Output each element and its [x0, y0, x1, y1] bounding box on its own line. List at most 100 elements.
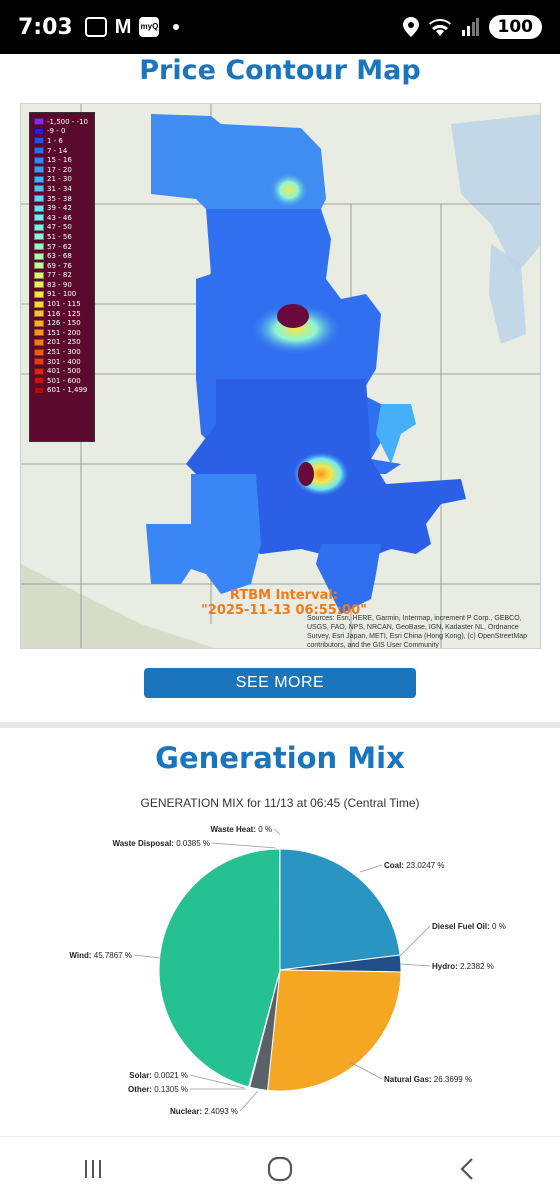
- legend-label: 21 - 30: [47, 175, 72, 184]
- back-button[interactable]: [437, 1149, 497, 1189]
- legend-label: 301 - 400: [47, 357, 81, 366]
- pie-leader-line: [133, 954, 161, 959]
- legend-row: 251 - 300: [34, 347, 90, 357]
- notification-icons: M myQ: [84, 15, 180, 39]
- legend-swatch: [34, 223, 44, 231]
- legend-swatch: [34, 243, 44, 251]
- legend-label: 401 - 500: [47, 367, 81, 376]
- home-icon: [267, 1156, 293, 1181]
- status-time: 7:03: [18, 14, 73, 40]
- legend-swatch: [34, 358, 44, 366]
- legend-label: 126 - 150: [47, 319, 81, 328]
- generation-mix-pie-chart[interactable]: Waste Heat: 0 % Coal: 23.0247 % Diesel Fue…: [0, 812, 560, 1130]
- pie-leader-line: [239, 1090, 259, 1112]
- pie-label-wind: Wind: 45.7867 %: [69, 951, 132, 960]
- pie-label-waste-disposal: Waste Disposal: 0.0385 %: [112, 839, 210, 848]
- pie-leader-line: [211, 842, 277, 849]
- legend-row: 201 - 250: [34, 338, 90, 348]
- legend-label: 501 - 600: [47, 376, 81, 385]
- legend-row: 126 - 150: [34, 318, 90, 328]
- legend-row: 43 - 46: [34, 213, 90, 223]
- legend-label: 51 - 56: [47, 232, 72, 241]
- pie-label-natural-gas: Natural Gas: 26.3699 %: [384, 1075, 472, 1084]
- legend-label: 63 - 68: [47, 252, 72, 261]
- legend-swatch: [34, 175, 44, 183]
- legend-swatch: [34, 233, 44, 241]
- location-icon: [402, 17, 419, 37]
- legend-label: -9 - 0: [47, 127, 66, 136]
- pie-slice-coal[interactable]: [279, 848, 401, 971]
- legend-label: 17 - 20: [47, 165, 72, 174]
- legend-row: 301 - 400: [34, 357, 90, 367]
- legend-row: 116 - 125: [34, 309, 90, 319]
- pie-leader-line: [399, 963, 431, 967]
- home-button[interactable]: [250, 1149, 310, 1189]
- back-icon: [460, 1157, 473, 1180]
- see-more-button[interactable]: SEE MORE: [144, 668, 416, 698]
- legend-label: 43 - 46: [47, 213, 72, 222]
- price-map-title: Price Contour Map: [139, 55, 421, 86]
- legend-swatch: [34, 195, 44, 203]
- legend-swatch: [34, 367, 44, 375]
- gmail-icon: M: [114, 15, 132, 38]
- legend-row: 51 - 56: [34, 232, 90, 242]
- legend-swatch: [34, 214, 44, 222]
- pie-slice-wind[interactable]: [158, 848, 281, 1088]
- legend-row: 21 - 30: [34, 175, 90, 185]
- legend-swatch: [34, 329, 44, 337]
- legend-label: 151 - 200: [47, 328, 81, 337]
- legend-row: 17 - 20: [34, 165, 90, 175]
- legend-row: 47 - 50: [34, 223, 90, 233]
- legend-row: 31 - 34: [34, 184, 90, 194]
- legend-label: 251 - 300: [47, 348, 81, 357]
- legend-row: 83 - 90: [34, 280, 90, 290]
- legend-swatch: [34, 300, 44, 308]
- legend-label: 201 - 250: [47, 338, 81, 347]
- myq-icon: myQ: [139, 17, 160, 37]
- pie-leader-line: [349, 1061, 383, 1080]
- legend-swatch: [34, 185, 44, 193]
- legend-swatch: [34, 271, 44, 279]
- generation-mix-subtitle: GENERATION MIX for 11/13 at 06:45 (Centr…: [140, 796, 420, 810]
- legend-swatch: [34, 127, 44, 135]
- legend-swatch: [34, 319, 44, 327]
- more-notifications-icon: [173, 24, 180, 30]
- legend-label: -1,500 - -10: [47, 117, 88, 126]
- legend-swatch: [34, 290, 44, 298]
- legend-row: 1 - 6: [34, 136, 90, 146]
- legend-swatch: [34, 252, 44, 260]
- map-sources-attribution: Sources: Esri, HERE, Garmin, Intermap, i…: [307, 615, 528, 649]
- legend-label: 601 - 1,499: [47, 386, 88, 395]
- legend-swatch: [34, 118, 44, 126]
- legend-swatch: [34, 338, 44, 346]
- legend-row: 401 - 500: [34, 366, 90, 376]
- legend-row: 15 - 16: [34, 155, 90, 165]
- legend-label: 47 - 50: [47, 223, 72, 232]
- legend-row: 101 - 115: [34, 299, 90, 309]
- pie-label-waste-heat: Waste Heat: 0 %: [210, 825, 272, 834]
- legend-label: 31 - 34: [47, 184, 72, 193]
- legend-swatch: [34, 310, 44, 318]
- pie-label-diesel-fuel-oil: Diesel Fuel Oil: 0 %: [432, 922, 506, 931]
- legend-swatch: [34, 386, 44, 394]
- legend-row: 39 - 42: [34, 203, 90, 213]
- rtbm-interval-value: "2025-11-13 06:55:00": [201, 603, 367, 618]
- wifi-icon: [428, 19, 451, 36]
- legend-label: 1 - 6: [47, 136, 63, 145]
- legend-label: 15 - 16: [47, 156, 72, 165]
- legend-swatch: [34, 377, 44, 385]
- pie-slice-natural-gas[interactable]: [267, 969, 402, 1092]
- legend-label: 69 - 76: [47, 261, 72, 270]
- pie-label-coal: Coal: 23.0247 %: [384, 861, 444, 870]
- recent-apps-button[interactable]: [63, 1149, 123, 1189]
- legend-row: 63 - 68: [34, 251, 90, 261]
- screenshot-icon: [84, 17, 107, 37]
- legend-swatch: [34, 281, 44, 289]
- legend-label: 83 - 90: [47, 280, 72, 289]
- legend-swatch: [34, 166, 44, 174]
- pie-label-solar: Solar: 0.0021 %: [129, 1071, 188, 1080]
- legend-label: 101 - 115: [47, 300, 81, 309]
- legend-label: 35 - 38: [47, 194, 72, 203]
